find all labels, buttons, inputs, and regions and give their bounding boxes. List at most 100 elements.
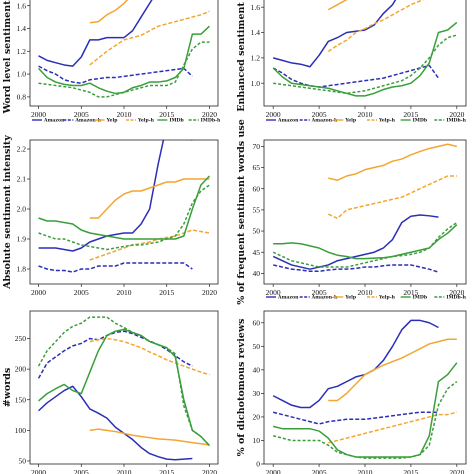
x-tick-label: 2005 <box>312 288 327 297</box>
y-tick-label: 45 <box>253 248 261 257</box>
y-axis-title: % of frequent sentiment words use <box>236 119 247 305</box>
y-tick-label: 1.2 <box>17 47 27 56</box>
x-tick-label: 2000 <box>31 110 46 119</box>
series-line-amazon <box>38 140 193 252</box>
x-tick-label: 2005 <box>312 468 327 474</box>
legend-label-imdb: IMDb <box>413 118 428 124</box>
x-tick-label: 2000 <box>31 468 46 474</box>
series-line-amazon <box>38 385 193 461</box>
y-tick-label: 0.8 <box>17 92 27 101</box>
series-group <box>272 143 458 273</box>
series-line-amazon <box>272 319 439 409</box>
series-line-yelp-h <box>327 0 425 53</box>
x-tick-label: 2020 <box>202 110 217 119</box>
chart-panel-3: 1.8 1.9 2.0 2.1 2.2 2000 2005 2010 2015 2020 Absol… <box>2 135 219 297</box>
y-tick-label: 2.2 <box>17 145 27 154</box>
x-tick-label: 2015 <box>159 288 174 297</box>
series-line-yelp <box>328 143 457 181</box>
x-tick-label: 2000 <box>31 288 46 297</box>
legend-label-yelp: Yelp <box>106 118 119 124</box>
series-line-yelp-h <box>89 337 210 376</box>
y-tick-label: 20 <box>253 413 261 422</box>
x-tick-label: 2010 <box>358 468 373 474</box>
y-axis-title: Word level sentiment <box>2 0 13 115</box>
x-tick-label: 2005 <box>74 110 89 119</box>
legend-label-imdb-h: IMDb-h <box>201 118 221 124</box>
plot-frame <box>29 0 219 107</box>
y-tick-label: 1.6 <box>251 3 261 12</box>
y-tick-label: 1.0 <box>17 70 27 79</box>
series-line-yelp <box>89 178 210 219</box>
y-tick-label: 0 <box>256 460 260 469</box>
y-tick-label: 10 <box>253 436 261 445</box>
x-tick-label: 2000 <box>266 468 281 474</box>
series-line-yelp <box>327 0 348 11</box>
y-tick-label: 100 <box>15 426 27 435</box>
y-tick-label: 30 <box>253 389 261 398</box>
x-tick-label: 2020 <box>202 288 217 297</box>
y-tick-label: 1.6 <box>17 1 27 10</box>
legend-label-yelp: Yelp <box>344 295 357 301</box>
legend-label-yelp-h: Yelp-h <box>137 118 155 124</box>
series-line-amazon <box>38 0 153 67</box>
x-tick-label: 2015 <box>159 468 174 474</box>
series-line-amazon-h <box>38 65 193 84</box>
y-tick-label: 2.0 <box>17 205 27 214</box>
series-line-amazon-h <box>272 64 440 88</box>
chart-panel-6: 0 10 20 30 40 50 60 2000 2005 2010 2015 2020 % of di… <box>236 310 467 474</box>
y-tick-label: 65 <box>253 163 261 172</box>
x-tick-label: 2000 <box>266 288 281 297</box>
x-tick-label: 2010 <box>117 110 132 119</box>
y-tick-label: 40 <box>253 365 261 374</box>
legend-label-amazon: Amazon <box>43 118 65 124</box>
series-group <box>272 0 458 97</box>
y-axis-title: Absolute sentiment intensity <box>2 135 13 290</box>
series-line-yelp <box>89 428 210 446</box>
legend-label-yelp: Yelp <box>344 118 357 124</box>
y-tick-label: 1.8 <box>17 265 27 274</box>
chart-panel-1: 0.8 1.0 1.2 1.4 1.6 2000 2005 2010 2015 2020 Word … <box>2 0 221 124</box>
y-tick-label: 50 <box>19 457 27 466</box>
series-group <box>272 319 458 459</box>
series-line-amazon <box>272 0 397 68</box>
legend-label-amazon: Amazon <box>277 118 299 124</box>
series-line-amazon-h <box>38 262 193 273</box>
x-tick-label: 2005 <box>74 288 89 297</box>
series-line-imdb <box>38 25 210 95</box>
y-tick-label: 1.2 <box>251 53 261 62</box>
series-line-amazon-h <box>273 264 439 273</box>
x-tick-label: 2000 <box>266 110 281 119</box>
series-group <box>38 140 210 273</box>
y-tick-label: 60 <box>253 184 261 193</box>
series-line-imdb-h <box>38 184 210 251</box>
legend-label-imdb-h: IMDb-h <box>446 118 466 124</box>
series-line-yelp-h <box>89 10 210 66</box>
y-axis-title: % of dichotomous reviews <box>236 319 247 457</box>
y-tick-label: 40 <box>253 269 261 278</box>
x-tick-label: 2015 <box>403 288 418 297</box>
legend: Amazon Amazon-h Yelp Yelp-h IMDb IMDb-h <box>266 295 467 301</box>
y-tick-label: 1.0 <box>251 79 261 88</box>
legend-label-yelp-h: Yelp-h <box>378 295 396 301</box>
legend-label-yelp-h: Yelp-h <box>378 118 396 124</box>
y-axis-title: Enhanced sentiment <box>236 2 247 112</box>
x-tick-label: 2005 <box>74 468 89 474</box>
x-tick-label: 2015 <box>159 110 174 119</box>
y-tick-label: 55 <box>253 205 261 214</box>
series-line-amazon-h <box>272 411 439 425</box>
legend-label-imdb: IMDb <box>413 295 428 301</box>
y-tick-label: 50 <box>253 342 261 351</box>
y-tick-label: 250 <box>15 334 27 343</box>
x-tick-label: 2010 <box>358 288 373 297</box>
y-tick-label: 1.4 <box>251 28 261 37</box>
x-tick-label: 2020 <box>449 468 464 474</box>
y-tick-label: 60 <box>253 318 261 327</box>
x-tick-label: 2020 <box>449 110 464 119</box>
y-tick-label: 2.1 <box>17 175 27 184</box>
series-line-yelp <box>89 0 129 24</box>
series-line-imdb-h <box>272 221 458 268</box>
legend-label-amazon-h: Amazon-h <box>311 118 338 124</box>
chart-panel-4: 40 45 50 55 60 65 70 2000 2005 2010 2015 2020 % of f… <box>236 119 467 305</box>
legend-label-imdb-h: IMDb-h <box>446 295 466 301</box>
